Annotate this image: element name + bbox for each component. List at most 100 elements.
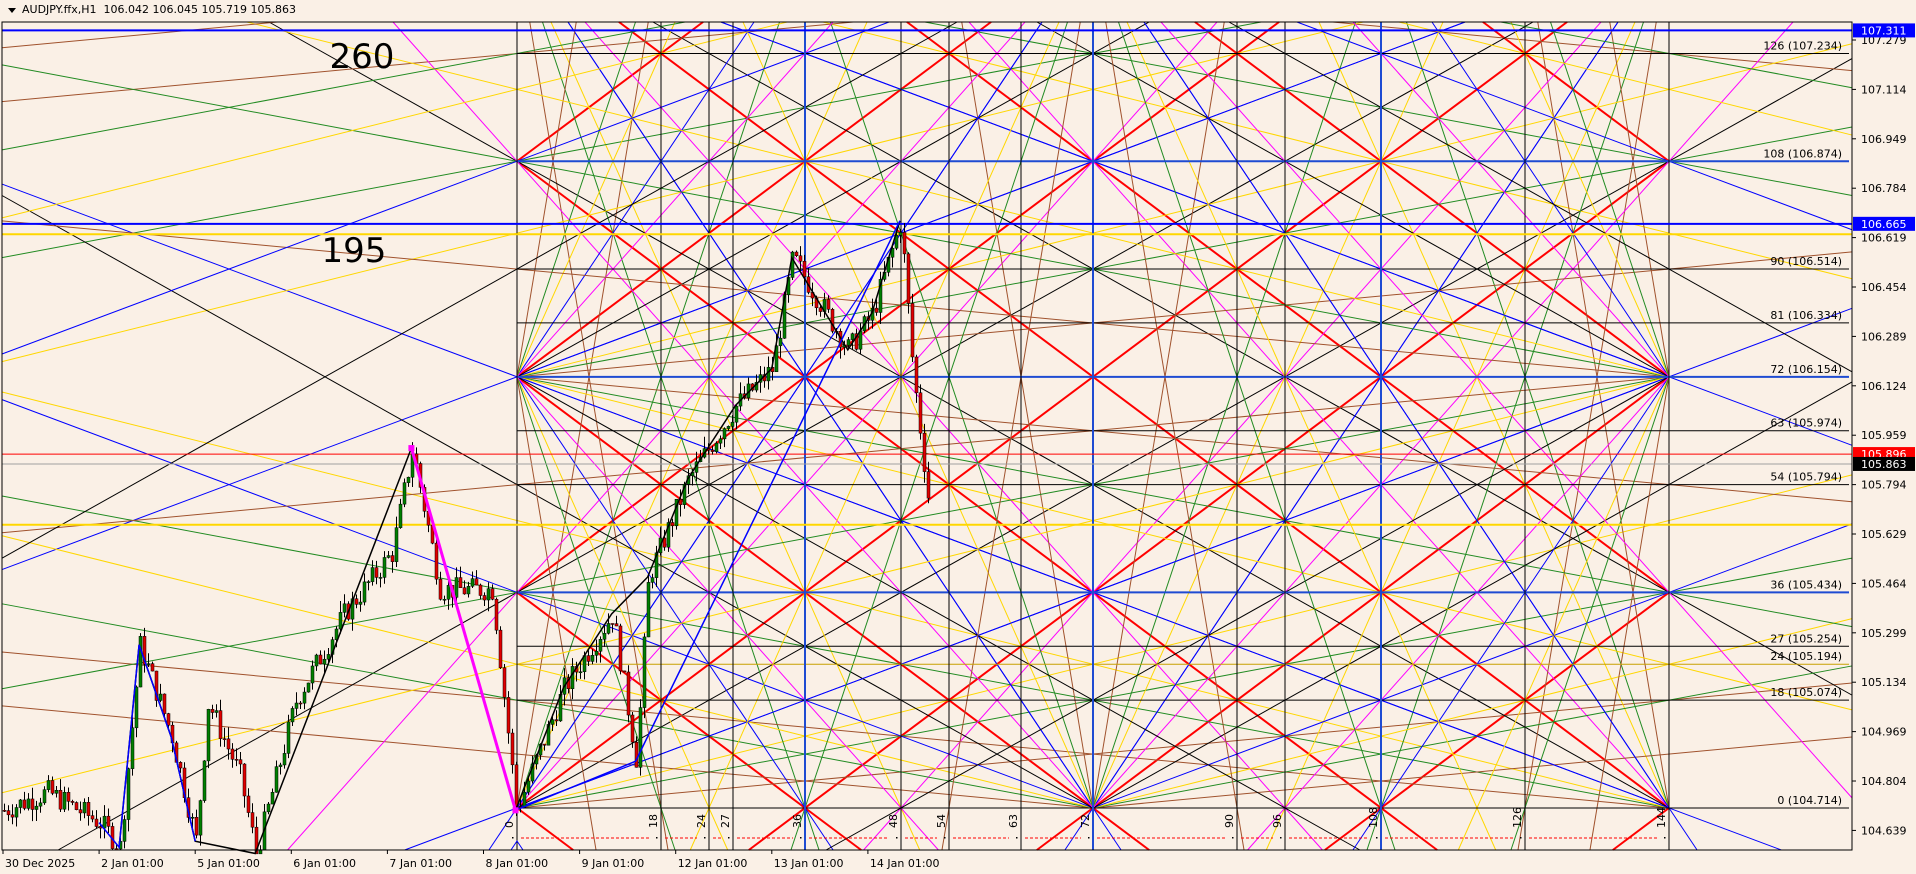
gann-fan-line [516, 376, 1853, 628]
gann-fan-line [1036, 21, 1670, 378]
candle-body [378, 577, 383, 579]
triangle-down-icon[interactable] [8, 7, 16, 13]
time-tick-label: 12 Jan 01:00 [678, 857, 748, 870]
candle-body [278, 764, 283, 767]
candle-body [250, 812, 255, 828]
gann-fan-line [488, 21, 1043, 851]
candle-body [342, 603, 347, 613]
candle-body [726, 426, 731, 429]
price-tick-label: 106.949 [1861, 133, 1907, 146]
candle-body [366, 581, 371, 583]
candle-body [302, 691, 307, 704]
candle-body [802, 261, 807, 278]
zigzag-marker [512, 807, 519, 814]
candle-body [902, 232, 907, 255]
gann-level-label: 63 (105.974) [1770, 417, 1842, 430]
candle-body [858, 330, 863, 350]
candle-body [494, 598, 499, 631]
gann-fan-line [516, 21, 649, 809]
gann-fan-line [1, 195, 1094, 809]
time-tick-label: 2 Jan 01:00 [101, 857, 164, 870]
candle-body [922, 432, 927, 472]
zigzag-blue-left [98, 644, 196, 850]
gann-red-diagonal [906, 21, 1670, 594]
symbol-label: AUDJPY.ffx,H1 [22, 3, 97, 16]
gann-time-dot [1376, 837, 1378, 839]
gann-fan-line [1, 495, 1670, 809]
gann-fan-line [542, 21, 820, 851]
gann-fan-line [516, 21, 1150, 378]
candle-body [510, 732, 515, 766]
price-badge-label: 105.863 [1861, 458, 1907, 471]
candle-body [618, 625, 623, 672]
gann-red-diagonal [516, 807, 574, 851]
candle-body [102, 815, 107, 829]
gann-fan-line [1352, 21, 1670, 378]
time-tick-label: 13 Jan 01:00 [774, 857, 844, 870]
candle-body [162, 693, 167, 714]
price-badge [1853, 456, 1915, 471]
candle-body [166, 713, 171, 726]
gann-fan-line [1457, 376, 1670, 851]
price-badge-label: 106.665 [1861, 218, 1907, 231]
gann-time-label: 144 [1655, 807, 1668, 828]
candle-body [38, 802, 43, 807]
candle-body [246, 795, 251, 813]
price-tick-label: 106.289 [1861, 330, 1907, 343]
gann-fan-line [822, 21, 1853, 280]
gann-time-label: 108 [1367, 807, 1380, 828]
gann-fan-line [1366, 21, 1644, 851]
gann-fan-line [1092, 736, 1853, 809]
candle-body [522, 791, 527, 808]
candle-body [294, 702, 299, 709]
gann-fan-line [1318, 21, 1670, 809]
gann-fan-line [1, 603, 1094, 809]
gann-time-label: 27 [719, 814, 732, 828]
gann-red-diagonal [618, 21, 1670, 809]
candle-body [446, 585, 451, 600]
candle-body [382, 557, 387, 578]
gann-fan-line [1296, 21, 1853, 231]
gann-fan-line [516, 21, 868, 809]
candle-body [550, 719, 555, 725]
candle-body [578, 671, 583, 674]
candle-body [222, 738, 227, 740]
gann-fan-line [1510, 21, 1670, 378]
price-tick-label: 106.454 [1861, 281, 1907, 294]
gann-fan-line [516, 376, 939, 851]
candle-body [926, 471, 931, 499]
time-tick-label: 14 Jan 01:00 [870, 857, 940, 870]
gann-time-label: 63 [1007, 814, 1020, 828]
candle-body [362, 581, 367, 603]
candle-body [630, 714, 635, 743]
candle-body [818, 307, 823, 312]
time-tick-label: 30 Dec 2025 [5, 857, 75, 870]
ohlc-values: 106.042 106.045 105.719 105.863 [103, 3, 296, 16]
gann-fan-line [567, 21, 1094, 809]
candle-body [18, 799, 23, 808]
gann-fan-line [941, 21, 1081, 851]
candle-body [30, 798, 35, 810]
gann-fan-line [516, 474, 1853, 809]
gann-red-diagonal [748, 160, 1670, 851]
zigzag-blue-right [515, 220, 901, 812]
candle-body [514, 764, 519, 807]
gann-level-label: 27 (105.254) [1770, 632, 1842, 645]
gann-red-diagonal [1194, 21, 1670, 378]
candle-body [894, 235, 899, 249]
gann-fan-line [1510, 376, 1670, 851]
gann-red-diagonal [516, 21, 1280, 594]
candle-body [626, 671, 631, 716]
gann-fan-line [825, 376, 1670, 851]
candle-body [54, 789, 59, 794]
gann-fan-line [1, 21, 788, 219]
candle-body [606, 623, 611, 634]
candle-body [610, 623, 615, 625]
candle-body [730, 421, 735, 427]
gann-time-dot [728, 837, 730, 839]
candle-body [470, 578, 475, 587]
gann-fan-line [516, 21, 1466, 378]
candle-body [226, 738, 231, 750]
